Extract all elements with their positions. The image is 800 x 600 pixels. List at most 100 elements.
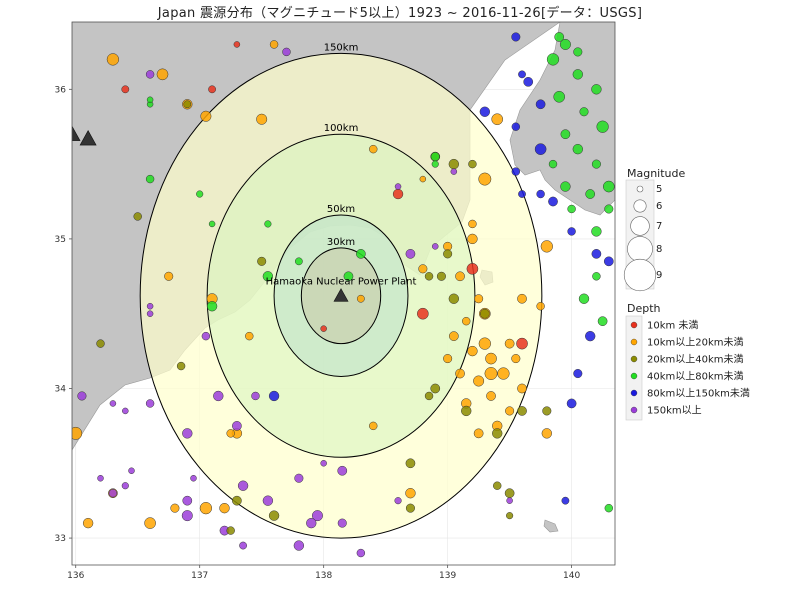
depth-legend-key bbox=[630, 389, 638, 397]
magnitude-legend-title: Magnitude bbox=[627, 167, 686, 180]
earthquake-point bbox=[369, 421, 378, 431]
earthquake-point bbox=[518, 190, 526, 198]
earthquake-point bbox=[602, 180, 615, 193]
earthquake-point bbox=[448, 293, 460, 304]
earthquake-point bbox=[256, 113, 268, 125]
magnitude-legend-label: 7 bbox=[656, 221, 662, 232]
earthquake-point bbox=[554, 32, 565, 42]
earthquake-point bbox=[176, 361, 186, 371]
earthquake-point bbox=[405, 503, 415, 513]
earthquake-point bbox=[542, 406, 552, 416]
earthquake-point bbox=[219, 502, 230, 514]
depth-legend-key bbox=[630, 321, 638, 329]
magnitude-legend-key bbox=[633, 199, 647, 213]
earthquake-point bbox=[461, 405, 472, 417]
ring-label: 30km bbox=[327, 237, 355, 248]
earthquake-point bbox=[436, 271, 446, 281]
earthquake-point bbox=[72, 426, 83, 440]
earthquake-point bbox=[226, 429, 235, 438]
earthquake-point bbox=[190, 474, 197, 482]
earthquake-point bbox=[455, 368, 465, 379]
earthquake-point bbox=[493, 481, 502, 490]
earthquake-point bbox=[597, 316, 608, 327]
y-tick-label: 34 bbox=[55, 384, 67, 394]
earthquake-point bbox=[467, 345, 478, 357]
chart-title: Japan 震源分布（マグニチュード5以上）1923 ~ 2016-11-26[… bbox=[157, 6, 643, 21]
earthquake-point bbox=[133, 212, 142, 221]
nuclear-plant-marker bbox=[333, 288, 349, 302]
depth-legend-key bbox=[630, 355, 638, 363]
earthquake-point bbox=[405, 488, 416, 499]
earthquake-point bbox=[518, 70, 526, 79]
earthquake-point bbox=[122, 407, 129, 415]
earthquake-point bbox=[394, 183, 402, 190]
earthquake-point bbox=[145, 174, 155, 184]
earthquake-point bbox=[578, 293, 590, 304]
earthquake-point bbox=[478, 337, 491, 350]
earthquake-point bbox=[424, 391, 434, 401]
earthquake-point bbox=[182, 428, 193, 439]
nuclear-plant-marker bbox=[79, 130, 97, 146]
depth-legend-label: 20km以上40km未満 bbox=[647, 354, 744, 366]
earthquake-point bbox=[268, 390, 280, 402]
earthquake-point bbox=[200, 110, 212, 122]
earthquake-point bbox=[201, 331, 211, 341]
earthquake-point bbox=[356, 294, 365, 303]
earthquake-point bbox=[268, 510, 280, 521]
earthquake-point bbox=[430, 152, 440, 162]
earthquake-point bbox=[430, 383, 441, 394]
earthquake-point bbox=[536, 302, 545, 311]
earthquake-point bbox=[536, 189, 545, 199]
earthquake-point bbox=[108, 488, 118, 498]
legend: Magnitude 5 6 7 8 9 Depth 10km 未満 10km以上20km未満 20… bbox=[623, 167, 750, 421]
ring-label: 150km bbox=[324, 42, 359, 53]
earthquake-point bbox=[603, 256, 614, 267]
earthquake-point bbox=[585, 189, 596, 199]
earthquake-point bbox=[579, 107, 589, 117]
earthquake-point bbox=[596, 120, 609, 133]
earthquake-point bbox=[226, 526, 235, 535]
depth-legend-title: Depth bbox=[627, 302, 661, 315]
earthquake-point bbox=[591, 84, 602, 95]
x-tick-label: 140 bbox=[563, 571, 580, 581]
earthquake-point bbox=[257, 256, 267, 266]
earthquake-point bbox=[506, 512, 514, 520]
earthquake-point bbox=[337, 465, 348, 476]
earthquake-point bbox=[106, 53, 120, 66]
earthquake-point bbox=[182, 495, 193, 506]
earthquake-point bbox=[419, 175, 427, 183]
x-tick-label: 136 bbox=[67, 571, 84, 581]
earthquake-point bbox=[233, 41, 241, 48]
earthquake-point bbox=[213, 390, 224, 402]
earthquake-point bbox=[356, 548, 366, 558]
earthquake-point bbox=[121, 85, 130, 94]
earthquake-point bbox=[82, 517, 94, 529]
earthquake-point bbox=[473, 428, 484, 439]
earthquake-point bbox=[492, 428, 503, 439]
earthquake-point bbox=[491, 113, 504, 126]
earthquake-point bbox=[146, 302, 154, 310]
earthquake-point bbox=[237, 480, 249, 491]
earthquake-point bbox=[431, 243, 439, 250]
earthquake-point bbox=[337, 518, 347, 528]
earthquake-point bbox=[455, 271, 465, 282]
earthquake-point bbox=[505, 406, 515, 416]
magnitude-legend-key bbox=[627, 236, 653, 262]
earthquake-point bbox=[517, 383, 527, 394]
earthquake-point bbox=[262, 495, 274, 506]
y-tick-label: 33 bbox=[55, 534, 66, 544]
earthquake-point bbox=[573, 368, 583, 379]
earthquake-point bbox=[604, 503, 614, 513]
magnitude-legend-key bbox=[636, 185, 644, 193]
earthquake-point bbox=[511, 32, 521, 42]
earthquake-point bbox=[144, 517, 156, 529]
depth-legend-label: 80km以上150km未満 bbox=[647, 388, 750, 400]
earthquake-point bbox=[369, 144, 378, 154]
earthquake-point bbox=[424, 272, 434, 281]
earthquake-point bbox=[293, 540, 305, 551]
earthquake-point bbox=[504, 488, 515, 499]
earthquake-point bbox=[208, 220, 216, 228]
earthquake-point bbox=[146, 310, 154, 317]
earthquake-point bbox=[572, 143, 583, 155]
earthquake-point bbox=[269, 40, 279, 49]
